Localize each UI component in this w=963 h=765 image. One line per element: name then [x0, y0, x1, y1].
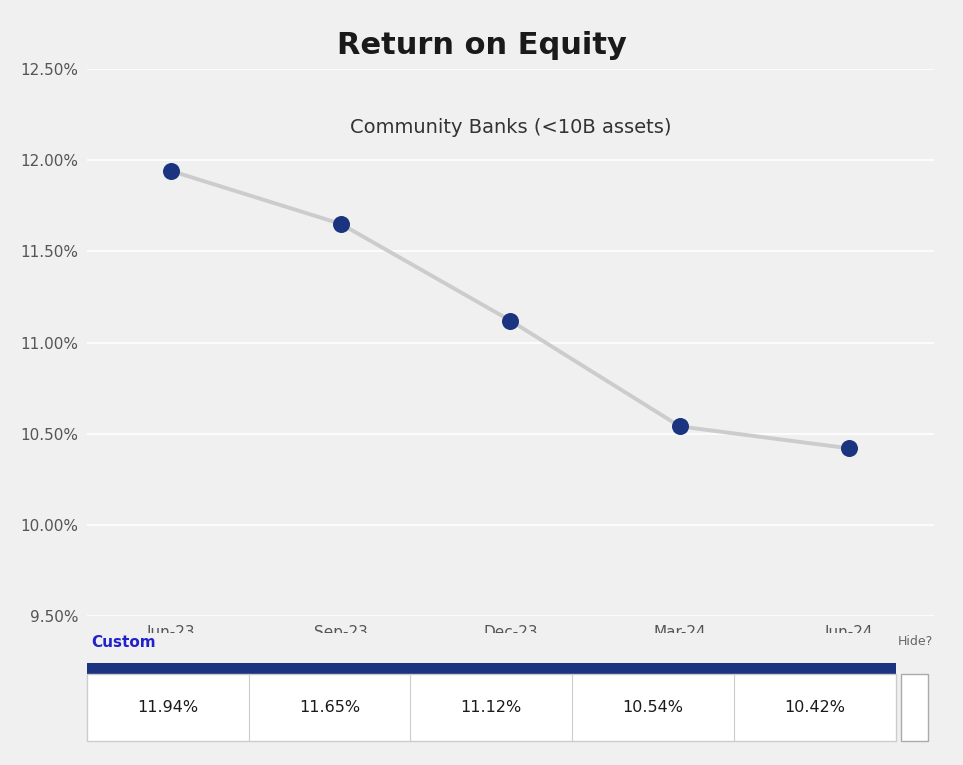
Point: [164, 165, 179, 177]
Text: 11.12%: 11.12%: [460, 700, 522, 715]
Text: Return on Equity: Return on Equity: [336, 31, 627, 60]
Text: 10.54%: 10.54%: [623, 700, 684, 715]
Point: [503, 314, 518, 327]
Point: [842, 442, 857, 454]
Point: [333, 218, 349, 230]
Text: Hide?: Hide?: [898, 635, 933, 648]
Bar: [901, 674, 928, 741]
Text: 10.42%: 10.42%: [785, 700, 846, 715]
Text: 11.94%: 11.94%: [137, 700, 198, 715]
Text: 11.65%: 11.65%: [299, 700, 360, 715]
Text: Custom: Custom: [91, 635, 156, 649]
Bar: [87, 674, 896, 741]
Bar: [87, 663, 896, 674]
Text: Community Banks (<10B assets): Community Banks (<10B assets): [350, 118, 671, 137]
Point: [672, 420, 688, 432]
